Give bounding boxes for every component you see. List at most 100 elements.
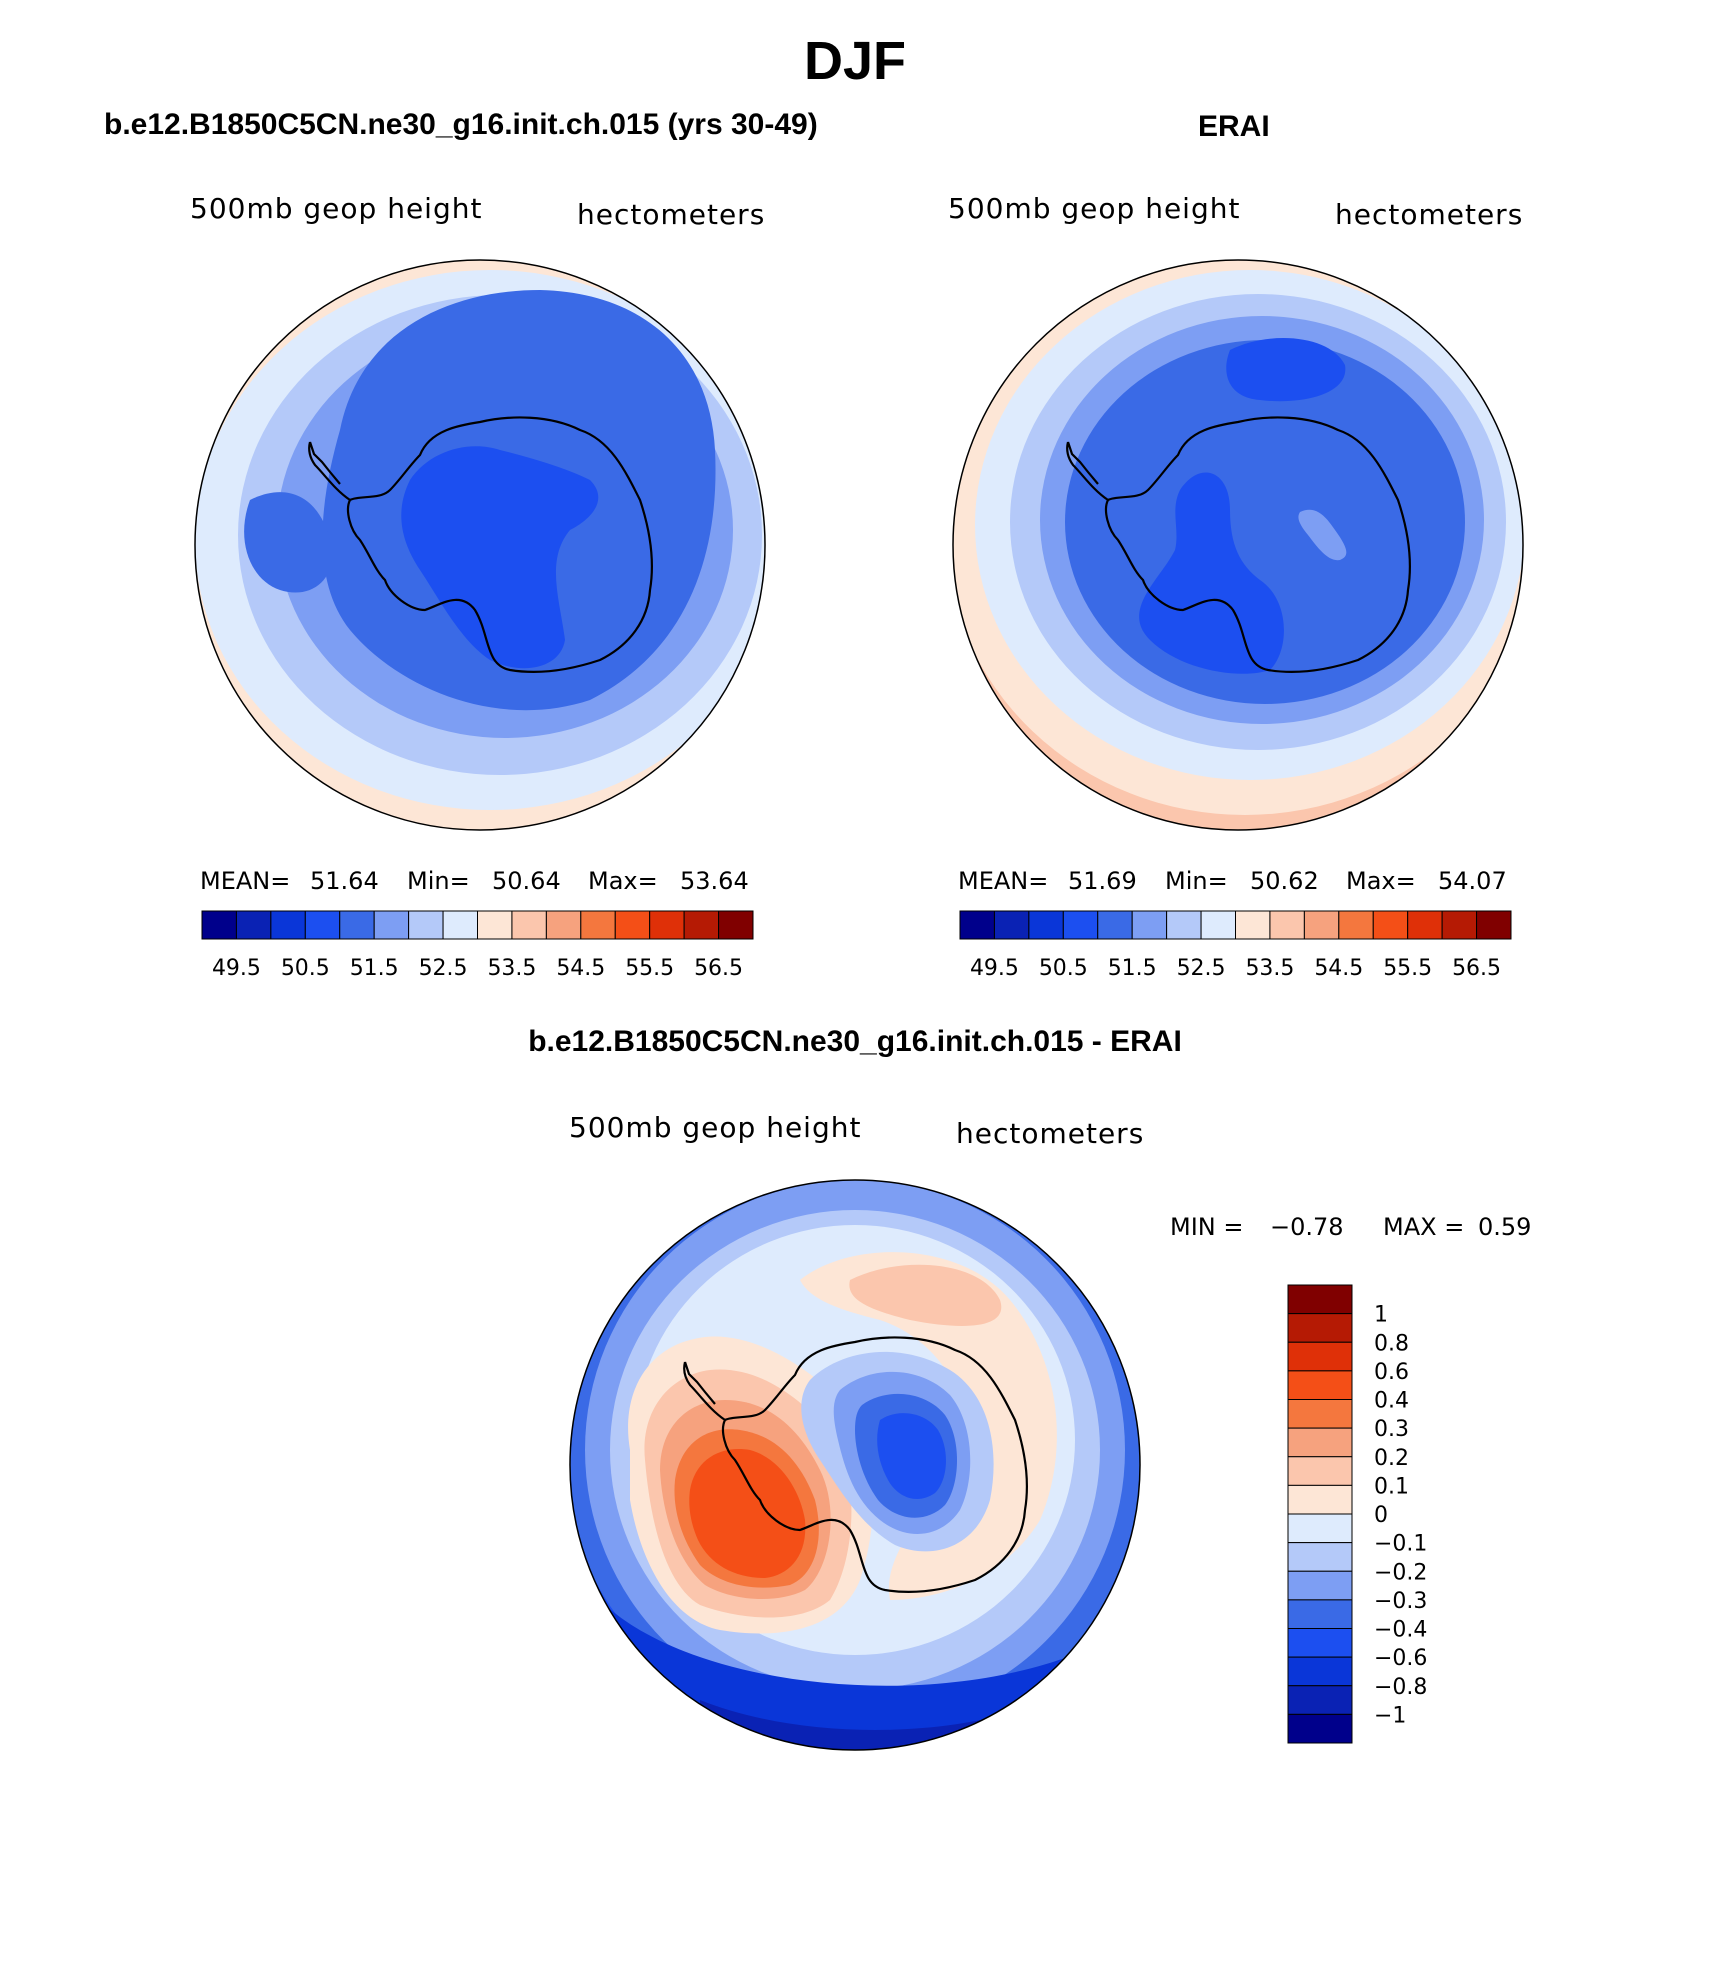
model-colorbar-swatch	[545, 910, 582, 940]
diff-min-value: −0.78	[1270, 1213, 1344, 1241]
obs-max-label: Max=	[1346, 867, 1416, 895]
model-min-label: Min=	[407, 867, 470, 895]
diff-colorbar: 1 0.8 0.6 0.4 0.3 0.2 0.1 0 −0.1 −0.2 −0.3 −0.4 −0.6…	[1287, 1284, 1427, 1744]
model-colorbar-swatch	[580, 910, 616, 940]
obs-variable-label: 500mb geop height	[948, 192, 1241, 225]
model-mean-label: MEAN=	[200, 867, 291, 895]
model-colorbar-tick-label: 49.5	[212, 956, 261, 981]
obs-colorbar-swatch	[1062, 910, 1099, 940]
model-colorbar-tick-label: 55.5	[625, 956, 674, 981]
diff-colorbar-swatch	[1287, 1456, 1353, 1486]
model-colorbar-swatch	[339, 910, 375, 940]
obs-min-value: 50.62	[1250, 867, 1319, 895]
model-colorbar-tick-label: 51.5	[350, 956, 399, 981]
obs-colorbar-swatch	[993, 910, 1030, 940]
obs-colorbar: 49.5 50.5 51.5 52.5 53.5 54.5 55.5 56.5	[959, 910, 1512, 981]
diff-colorbar-tick-label: −0.1	[1374, 1532, 1427, 1557]
model-colorbar-swatch	[304, 910, 341, 940]
model-colorbar-swatch	[649, 910, 685, 940]
model-min-value: 50.64	[492, 867, 561, 895]
obs-min-label: Min=	[1165, 867, 1228, 895]
model-colorbar-swatch	[408, 910, 444, 940]
diff-colorbar-swatch	[1287, 1685, 1353, 1715]
model-variable-label: 500mb geop height	[190, 192, 483, 225]
obs-colorbar-tick-label: 49.5	[970, 956, 1019, 981]
diff-colorbar-tick-label: −1	[1374, 1703, 1406, 1728]
diff-variable-label: 500mb geop height	[569, 1111, 862, 1144]
diff-min-label: MIN =	[1170, 1213, 1244, 1241]
diff-colorbar-tick-label: 0.6	[1374, 1360, 1409, 1385]
obs-colorbar-swatch	[1028, 910, 1064, 940]
model-mean-value: 51.64	[310, 867, 379, 895]
model-colorbar-swatch	[477, 910, 513, 940]
obs-mean-value: 51.69	[1068, 867, 1137, 895]
diff-colorbar-tick-label: 0.3	[1374, 1417, 1409, 1442]
figure-title: DJF	[803, 31, 906, 91]
obs-colorbar-swatch	[1166, 910, 1202, 940]
diff-colorbar-tick-label: 0	[1374, 1503, 1388, 1528]
obs-colorbar-tick-label: 55.5	[1383, 956, 1432, 981]
obs-map	[952, 259, 1524, 831]
diff-map	[569, 1179, 1141, 1751]
obs-colorbar-swatch	[1269, 910, 1305, 940]
obs-colorbar-swatch	[1441, 910, 1478, 940]
diff-max-label: MAX =	[1383, 1213, 1465, 1241]
obs-colorbar-tick-label: 50.5	[1039, 956, 1088, 981]
obs-colorbar-swatch	[1407, 910, 1443, 940]
diff-colorbar-swatch	[1287, 1599, 1353, 1629]
obs-colorbar-tick-label: 51.5	[1108, 956, 1157, 981]
obs-colorbar-swatch	[1200, 910, 1236, 940]
model-colorbar-swatch	[614, 910, 651, 940]
obs-units-label: hectometers	[1335, 198, 1524, 231]
model-colorbar-swatch	[201, 910, 237, 940]
diff-colorbar-tick-label: 1	[1374, 1303, 1388, 1328]
diff-colorbar-tick-label: 0.2	[1374, 1446, 1409, 1471]
obs-colorbar-swatch	[1303, 910, 1340, 940]
model-colorbar-swatch	[718, 910, 754, 940]
diff-colorbar-tick-label: −0.4	[1374, 1618, 1427, 1643]
diff-colorbar-tick-label: −0.3	[1374, 1589, 1427, 1614]
diff-colorbar-tick-label: 0.8	[1374, 1331, 1409, 1356]
diff-colorbar-swatch	[1287, 1341, 1353, 1372]
diff-colorbar-swatch	[1287, 1427, 1353, 1458]
model-colorbar-swatch	[373, 910, 410, 940]
model-max-label: Max=	[588, 867, 658, 895]
obs-colorbar-swatch	[1476, 910, 1512, 940]
model-map	[194, 259, 766, 831]
obs-colorbar-swatch	[1338, 910, 1374, 940]
diff-colorbar-tick-label: −0.2	[1374, 1560, 1427, 1585]
obs-colorbar-tick-label: 54.5	[1314, 956, 1363, 981]
model-colorbar-swatch	[511, 910, 547, 940]
diff-colorbar-swatch	[1287, 1628, 1353, 1658]
model-units-label: hectometers	[577, 198, 766, 231]
model-colorbar-swatch	[442, 910, 478, 940]
obs-mean-label: MEAN=	[958, 867, 1049, 895]
obs-panel-title: ERAI	[1198, 110, 1270, 143]
model-colorbar-tick-label: 50.5	[281, 956, 330, 981]
diff-colorbar-swatch	[1287, 1656, 1353, 1687]
diff-colorbar-tick-label: −0.6	[1374, 1646, 1427, 1671]
obs-colorbar-tick-label: 56.5	[1452, 956, 1501, 981]
diff-colorbar-swatch	[1287, 1570, 1353, 1601]
model-colorbar-tick-label: 54.5	[556, 956, 605, 981]
obs-colorbar-tick-label: 52.5	[1177, 956, 1226, 981]
obs-colorbar-swatch	[1131, 910, 1168, 940]
model-colorbar-tick-label: 52.5	[419, 956, 468, 981]
obs-colorbar-swatch	[1097, 910, 1133, 940]
diff-colorbar-swatch	[1287, 1313, 1353, 1343]
model-colorbar: 49.5 50.5 51.5 52.5 53.5 54.5 55.5 56.5	[201, 910, 754, 981]
obs-colorbar-swatch	[1235, 910, 1271, 940]
diff-colorbar-tick-label: 0.4	[1374, 1389, 1409, 1414]
model-colorbar-swatch	[270, 910, 306, 940]
diff-units-label: hectometers	[956, 1117, 1145, 1150]
model-panel-title: b.e12.B1850C5CN.ne30_g16.init.ch.015 (yr…	[104, 108, 818, 141]
diff-colorbar-tick-label: −0.8	[1374, 1675, 1427, 1700]
diff-colorbar-swatch	[1287, 1370, 1353, 1400]
diff-panel-title: b.e12.B1850C5CN.ne30_g16.init.ch.015 - E…	[528, 1025, 1182, 1058]
diff-colorbar-swatch	[1287, 1542, 1353, 1572]
obs-colorbar-tick-label: 53.5	[1245, 956, 1294, 981]
diff-max-value: 0.59	[1478, 1213, 1532, 1241]
model-max-value: 53.64	[680, 867, 749, 895]
model-colorbar-tick-label: 56.5	[694, 956, 743, 981]
model-colorbar-swatch	[683, 910, 720, 940]
